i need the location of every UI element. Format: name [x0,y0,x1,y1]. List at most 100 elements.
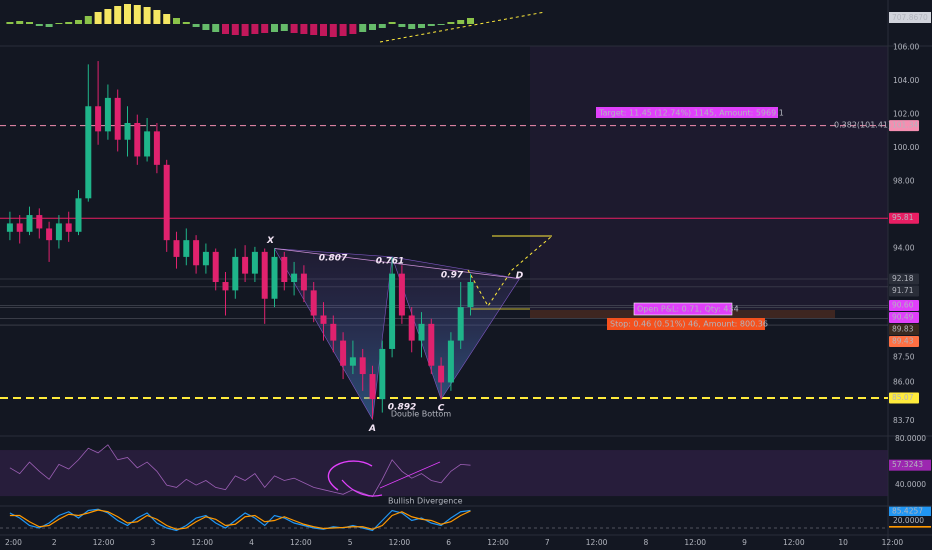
x-tick-label: 12:00 [882,538,904,547]
x-tick-label: 2:00 [5,538,22,547]
x-tick-label: 9 [742,538,747,547]
candle-body [124,122,131,140]
histogram-bar [251,24,259,34]
histogram-bar [427,24,435,26]
candle-body [173,240,180,257]
trend-line [379,11,546,43]
histogram-bar [261,24,269,33]
histogram-bar [6,22,14,24]
pattern-point-label: C [438,404,445,414]
stoch-tick-label: 20.0000 [893,516,924,525]
candle-body [340,340,347,366]
stoch-tag-label: 85.4257 [892,507,923,516]
candle-body [193,240,200,266]
price-tag [889,335,919,347]
target-zone [530,46,888,310]
x-tick-label: 12:00 [93,538,115,547]
candle-body [320,315,327,324]
candle-body [114,97,121,140]
price-tag [889,285,919,297]
pattern-name: Double Bottom [391,410,451,419]
histogram-bar [212,24,220,32]
candle-body [46,228,53,241]
histogram-bar [16,21,24,24]
candle-body [6,223,13,232]
candle-body [408,315,415,341]
divergence-arrow [341,479,383,497]
x-tick-label: 8 [644,538,649,547]
candle-body [300,273,307,291]
price-tag [889,273,919,285]
x-tick-label: 12:00 [389,538,411,547]
rsi-line [9,444,471,498]
stoch-tag [889,506,931,517]
candle-body [281,256,288,283]
price-tag [889,311,919,323]
histogram-bar [408,24,416,29]
rsi-tick-label: 40.0000 [895,480,926,489]
x-tick-label: 4 [249,538,254,547]
histogram-bar [45,24,53,27]
price-tag-label: 90.60 [892,300,914,309]
histogram-bar [222,24,229,34]
histogram-bar [418,24,425,28]
candle-body [85,106,92,199]
projection [467,235,553,307]
candle-body [55,223,62,241]
pattern-leg [391,256,521,400]
y-tick-label: 94.00 [893,244,915,253]
stop-box [607,318,765,330]
y-tick-label: 100.00 [893,143,919,152]
fib-text: 0.382(101.41) [834,121,891,130]
rsi-band [0,450,888,497]
candle-body [95,106,102,132]
histogram-bar [369,24,376,30]
y-tick-label: 86.00 [893,377,915,386]
histogram-bar [231,24,239,35]
candle-body [379,348,386,400]
histogram-bar [457,20,465,24]
hist-tag [889,12,931,23]
histogram-bar [26,22,33,24]
histogram-bar [84,16,92,24]
candle-body [163,164,170,241]
price-tag [889,392,919,404]
pattern-point-label: A [368,424,376,434]
candle-body [369,374,376,400]
histogram-bar [35,24,43,26]
histogram-bar [241,24,249,36]
candle-body [36,215,43,229]
stoch-line [9,509,471,530]
candle-body [261,251,268,299]
y-tick-label: 106.00 [893,43,919,52]
candle-body [349,357,356,366]
histogram-bar [143,7,151,24]
price-tag-label: 90.49 [892,312,914,321]
candle-body [447,340,454,383]
price-tag-label: 89.83 [892,324,914,333]
x-tick-label: 7 [545,538,550,547]
rsi-tag [889,459,931,471]
candle-body [26,215,33,232]
candle-body [202,251,209,266]
rsi-tag-label: 57.3243 [892,460,923,469]
y-tick-label: 102.00 [893,110,919,119]
candle-body [271,256,278,299]
candle-body [16,223,23,232]
candle-body [153,131,160,165]
ratio-label: 0.892 [388,403,416,413]
y-tick-label: 83.70 [893,416,915,425]
candle-body [418,323,425,341]
candle-body [467,282,474,308]
x-tick-label: 2 [52,538,57,547]
histogram-bar [388,22,396,24]
histogram-bar [163,14,171,24]
target-text: Target: 11.45 (12.74%) 1145, Amount: 596… [598,109,784,118]
price-tag [889,323,919,335]
pattern-line [274,248,520,280]
candle-body [438,365,445,383]
histogram-bar [437,24,445,25]
candle-body [330,323,337,341]
histogram-bar [173,18,180,24]
